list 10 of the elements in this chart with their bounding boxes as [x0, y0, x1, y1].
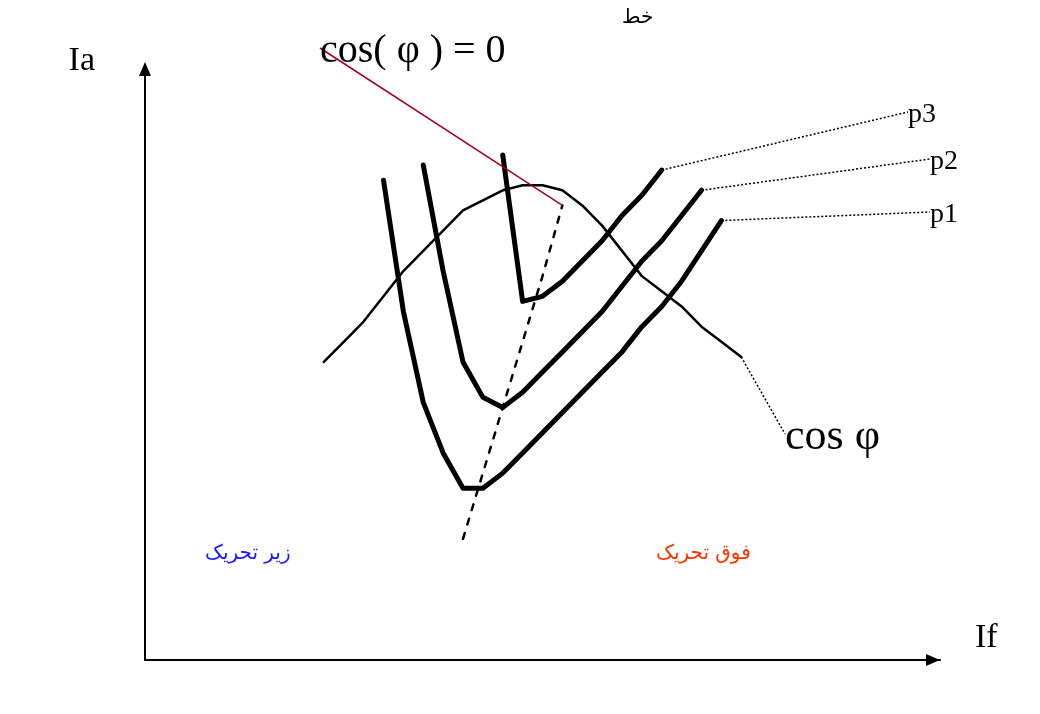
- text: p3: [908, 96, 936, 128]
- annotation: زیر تحریک: [205, 540, 291, 564]
- series-label: cos φ: [785, 409, 881, 459]
- text: خط: [622, 4, 654, 28]
- x-axis-title: If: [975, 616, 999, 654]
- y-axis-title: Ia: [68, 39, 95, 77]
- annotation: فوق تحریک: [656, 540, 751, 564]
- text: p1: [930, 196, 958, 228]
- text: p2: [930, 143, 958, 175]
- text: cos( φ ) = 0: [320, 25, 506, 71]
